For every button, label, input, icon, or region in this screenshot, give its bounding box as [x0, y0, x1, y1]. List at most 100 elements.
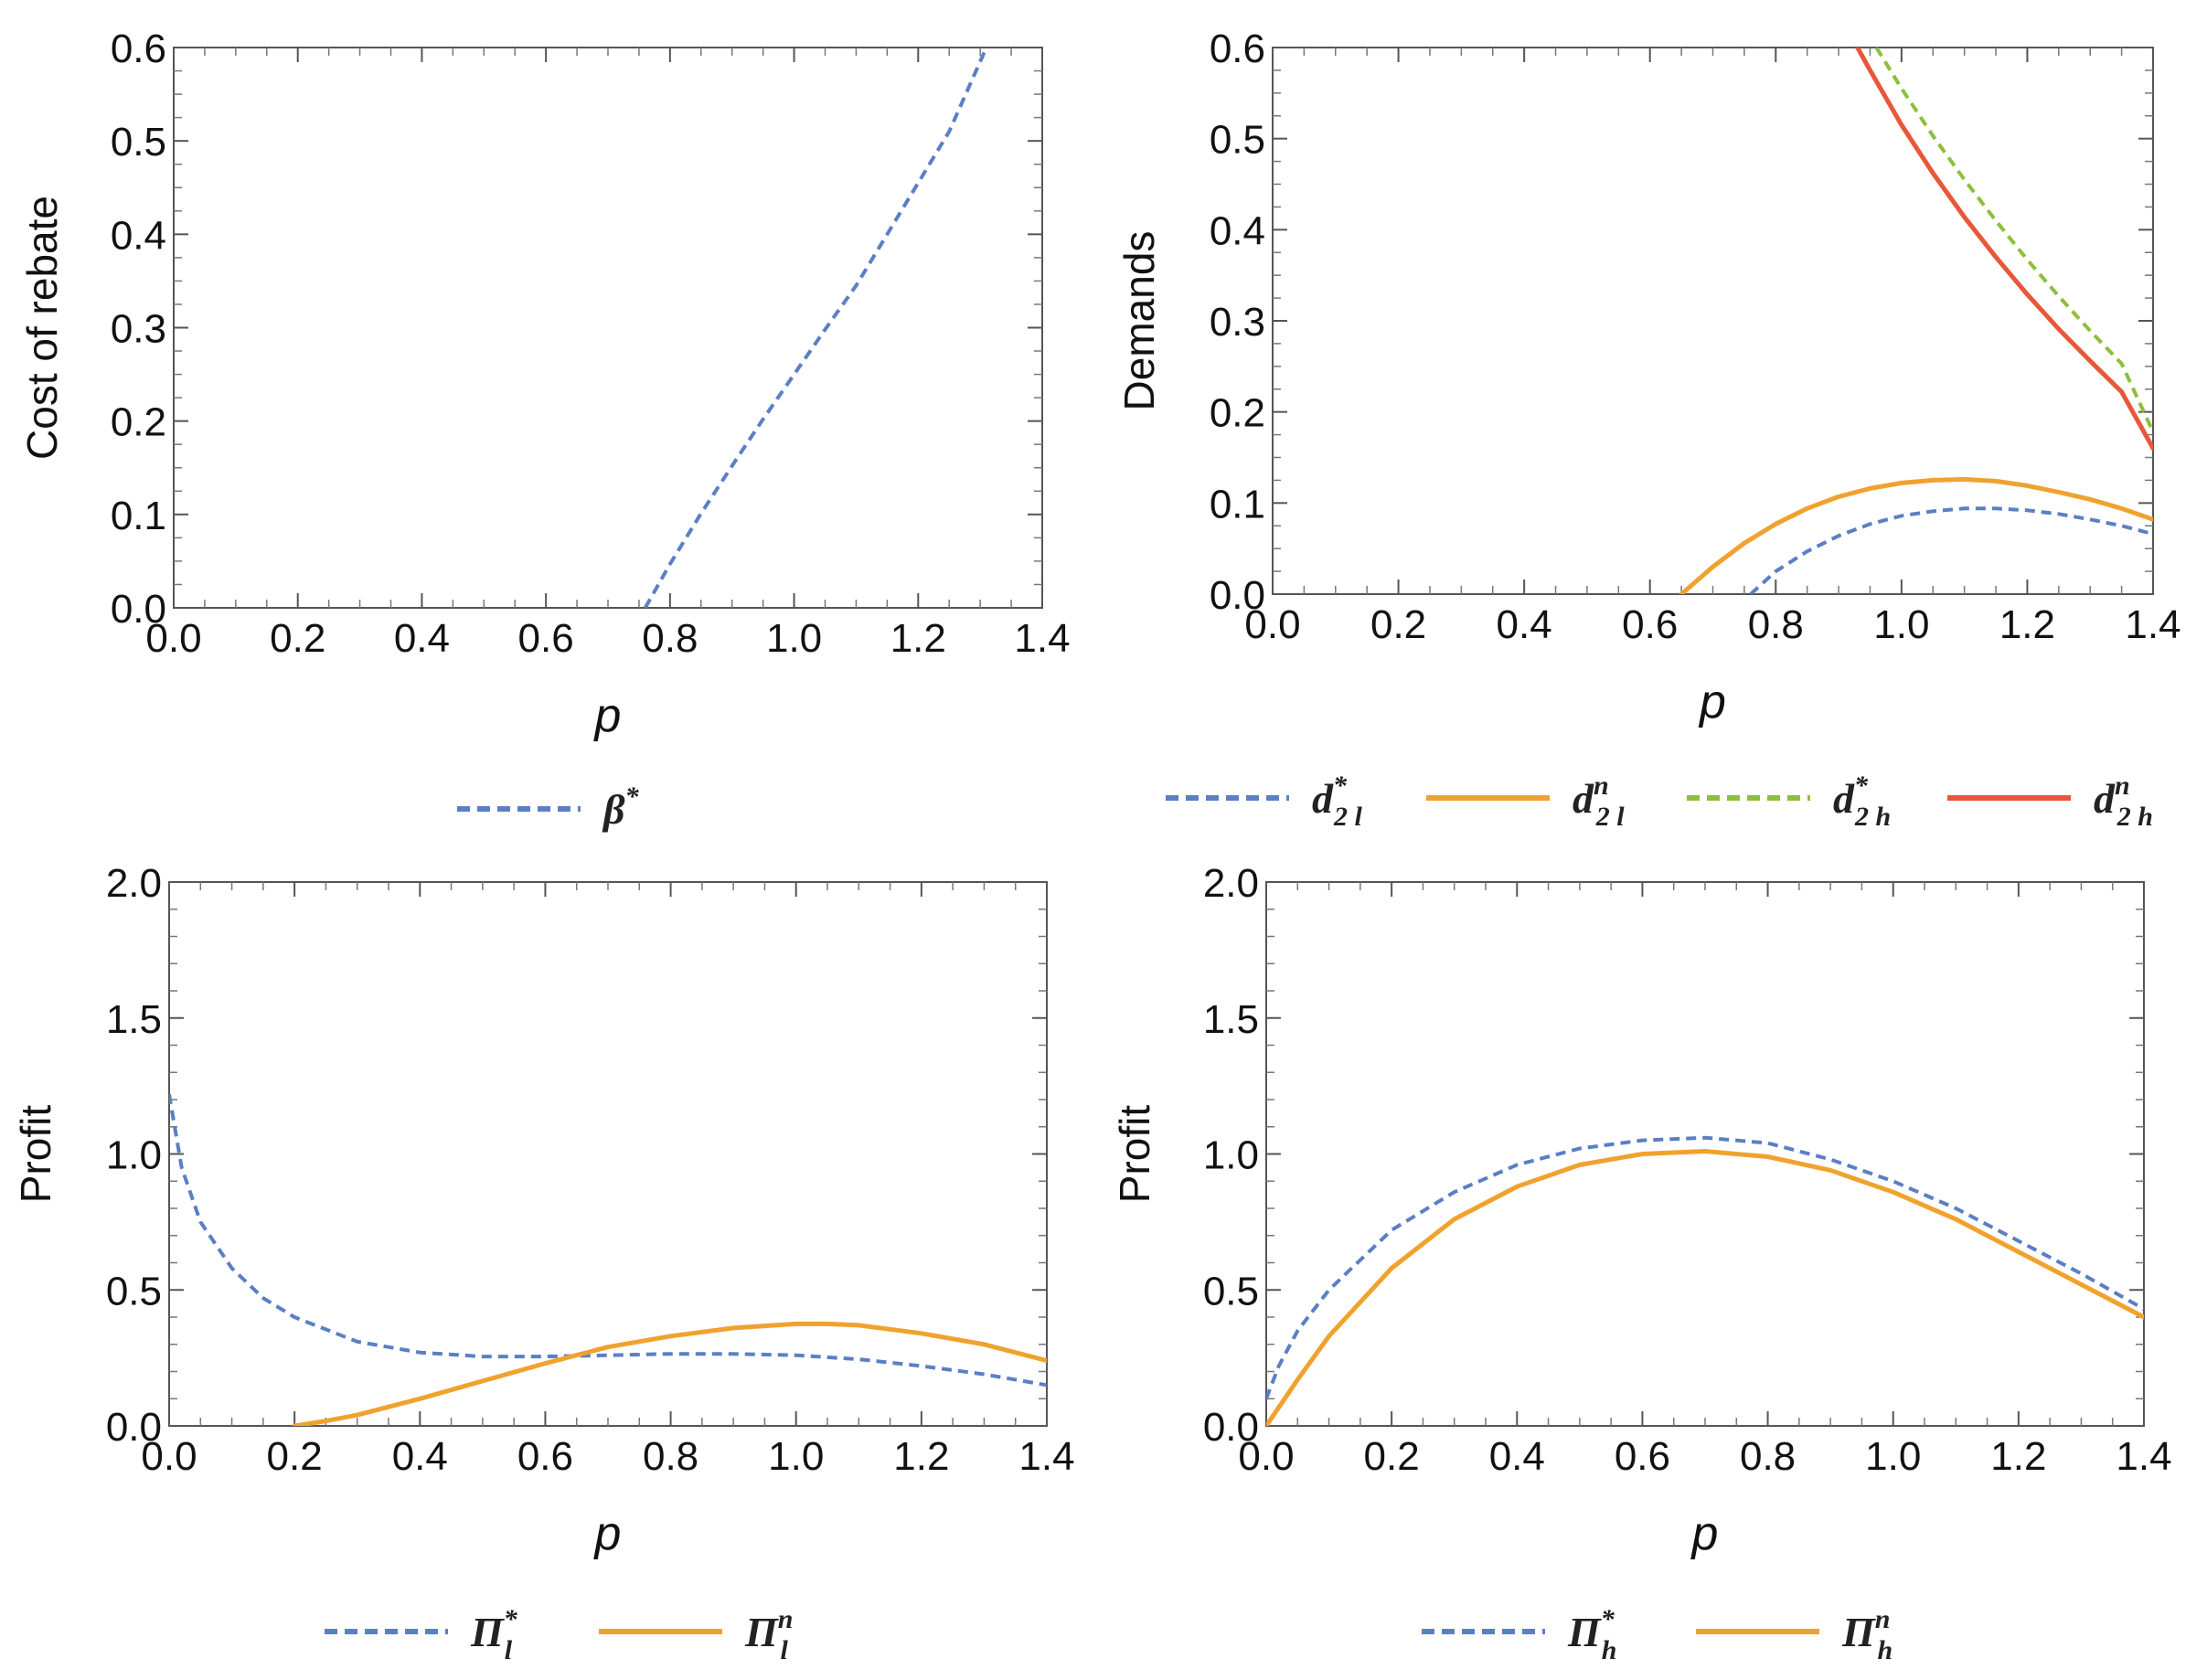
y-tick-label: 0.1 — [1210, 482, 1265, 526]
legend-subscript: l — [780, 1635, 788, 1665]
y-axis-title: Profit — [12, 1105, 59, 1204]
series-line-1 — [169, 1093, 1047, 1388]
legend-subscript: h — [1602, 1635, 1617, 1665]
legend-subscript: 2 l — [1333, 802, 1363, 832]
y-tick-label: 1.5 — [106, 997, 162, 1042]
x-tick-label: 1.2 — [1990, 1434, 2046, 1479]
legend-label-1: Π* h — [1567, 1604, 1616, 1665]
legend-superscript: * — [625, 782, 640, 812]
x-tick-label: 1.2 — [893, 1434, 949, 1479]
x-tick-label: 1.4 — [2125, 602, 2180, 647]
x-tick-label: 0.4 — [1497, 602, 1552, 647]
y-tick-label: 0.6 — [111, 27, 166, 71]
y-tick-label: 0.2 — [1210, 391, 1265, 436]
series-line-1 — [1749, 506, 2153, 594]
x-tick-label: 0.0 — [145, 616, 201, 661]
y-tick-label: 1.0 — [106, 1133, 162, 1178]
x-axis-title: p — [1698, 675, 1726, 728]
legend-superscript: n — [1594, 771, 1609, 801]
y-tick-label: 0.0 — [106, 1405, 162, 1450]
x-tick-label: 0.2 — [1370, 602, 1426, 647]
x-tick-label: 0.0 — [1244, 602, 1300, 647]
y-axis-title: Profit — [1111, 1105, 1158, 1204]
y-tick-label: 0.0 — [1210, 573, 1265, 618]
y-tick-label: 0.3 — [1210, 300, 1265, 345]
legend: Π* h Πn h — [1422, 1604, 1892, 1665]
x-tick-label: 0.0 — [141, 1434, 197, 1479]
y-tick-label: 1.5 — [1203, 997, 1259, 1042]
chart-panel-4: 0.0 0.2 0.4 0.6 0.8 1.0 1.2 1.4 0.0 0.5 1.0 1.5 2.0 P… — [1111, 861, 2172, 1665]
x-tick-label: 0.6 — [518, 616, 574, 661]
plot-frame — [173, 47, 1043, 609]
legend-superscript: n — [778, 1604, 794, 1634]
x-tick-label: 1.2 — [890, 616, 946, 661]
series-line-1 — [643, 48, 988, 608]
y-tick-label: 0.4 — [1210, 208, 1265, 253]
x-tick-label: 0.6 — [1622, 602, 1678, 647]
x-tick-label: 1.4 — [1014, 616, 1070, 661]
legend-subscript: l — [505, 1635, 513, 1665]
y-tick-label: 0.5 — [111, 120, 166, 165]
series-line-2 — [1679, 476, 2153, 594]
legend-label-1: β* — [602, 782, 640, 833]
x-tick-label: 0.2 — [270, 616, 325, 661]
x-tick-label: 0.4 — [394, 616, 450, 661]
x-tick-label: 1.2 — [1999, 602, 2055, 647]
x-tick-label: 0.6 — [517, 1434, 573, 1479]
x-tick-label: 0.2 — [267, 1434, 323, 1479]
y-tick-label: 0.1 — [111, 494, 166, 538]
plot-frame — [1265, 881, 2145, 1427]
legend-symbol: Π — [1567, 1609, 1602, 1655]
x-tick-label: 0.2 — [1364, 1434, 1420, 1479]
legend-label-2: Πn l — [744, 1604, 793, 1665]
y-axis-title: Demands — [1115, 231, 1163, 411]
y-axis-title: Cost of rebate — [18, 196, 66, 460]
series-line-4 — [1855, 48, 2153, 451]
plot-frame — [168, 881, 1048, 1427]
y-tick-label: 2.0 — [106, 861, 162, 906]
y-tick-label: 0.5 — [1203, 1269, 1259, 1313]
x-tick-label: 0.6 — [1615, 1434, 1670, 1479]
legend-superscript: * — [1333, 771, 1348, 801]
legend-symbol: Π — [744, 1609, 779, 1655]
legend-superscript: n — [1875, 1604, 1891, 1634]
x-axis-title: p — [1690, 1507, 1719, 1560]
y-tick-label: 0.0 — [1203, 1405, 1259, 1450]
series-group — [643, 48, 988, 608]
x-tick-label: 1.0 — [766, 616, 822, 661]
legend-subscript: 2 l — [1595, 802, 1626, 832]
x-tick-label: 1.0 — [1873, 602, 1929, 647]
y-tick-label: 0.2 — [111, 400, 166, 445]
x-tick-label: 0.4 — [392, 1434, 448, 1479]
legend-label-2: Πn h — [1841, 1604, 1892, 1665]
y-tick-label: 0.6 — [1210, 27, 1265, 71]
x-tick-label: 0.8 — [642, 616, 698, 661]
plot-frame — [1272, 47, 2154, 595]
legend-superscript: * — [504, 1604, 518, 1634]
legend-symbol: d — [1312, 775, 1334, 822]
x-tick-label: 0.8 — [1740, 1434, 1796, 1479]
legend-symbol: d — [1573, 775, 1594, 822]
series-line-2 — [292, 1321, 1047, 1426]
legend-superscript: * — [1601, 1604, 1615, 1634]
x-tick-label: 1.4 — [2116, 1434, 2171, 1479]
series-group — [169, 1093, 1047, 1426]
x-tick-label: 0.8 — [643, 1434, 698, 1479]
legend-symbol: d — [1833, 775, 1855, 822]
legend-label-4: dn 2 h — [2094, 771, 2153, 832]
legend-subscript: 2 h — [2116, 802, 2153, 832]
legend-label-1: d* 2 l — [1312, 771, 1363, 832]
x-tick-label: 0.8 — [1748, 602, 1804, 647]
series-line-1 — [1266, 1135, 2144, 1400]
series-line-3 — [1874, 48, 2153, 433]
legend-superscript: n — [2115, 771, 2130, 801]
chart-panel-1: 0.0 0.2 0.4 0.6 0.8 1.0 1.2 1.4 0.0 0.1 0.2 0.3 0.4 0… — [18, 27, 1071, 833]
legend-label-3: d* 2 h — [1833, 771, 1891, 832]
series-group — [1266, 1135, 2144, 1426]
legend-superscript: * — [1854, 771, 1869, 801]
series-line-2 — [1266, 1149, 2144, 1426]
series-group — [1679, 48, 2153, 594]
x-axis-title: p — [593, 689, 622, 742]
y-tick-label: 0.0 — [111, 587, 166, 632]
